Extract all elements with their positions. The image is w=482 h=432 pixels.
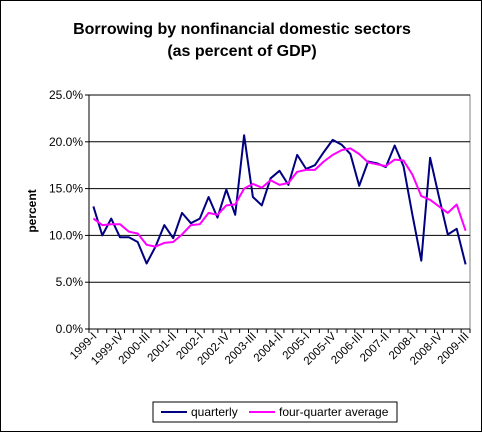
y-tick-labels: 0.0% 5.0% 10.0% 15.0% 20.0% 25.0% bbox=[49, 88, 83, 336]
series-line-four-quarter-average bbox=[92, 147, 467, 248]
legend: quarterly four-quarter average bbox=[152, 401, 398, 423]
plot-area bbox=[88, 94, 471, 330]
axes bbox=[88, 95, 471, 333]
y-axis-label: percent bbox=[25, 189, 39, 232]
x-tick-label-11: 2007-II bbox=[358, 331, 392, 365]
x-tick-label-7: 2004-II bbox=[252, 331, 286, 365]
chart-title-line-2: (as percent of GDP) bbox=[167, 43, 316, 60]
y-tick-label-2: 10.0% bbox=[49, 228, 83, 242]
chart-title-line-1: Borrowing by nonfinancial domestic secto… bbox=[73, 21, 411, 38]
legend-label-four-quarter-average: four-quarter average bbox=[279, 405, 389, 419]
y-tick-label-4: 20.0% bbox=[49, 135, 83, 149]
y-tick-label-3: 15.0% bbox=[49, 182, 83, 196]
gridlines bbox=[85, 94, 470, 330]
y-tick-label-5: 25.0% bbox=[49, 88, 83, 102]
legend-label-quarterly: quarterly bbox=[191, 405, 238, 419]
y-tick-label-0: 0.0% bbox=[56, 322, 84, 336]
x-tick-label-3: 2001-II bbox=[145, 331, 179, 365]
x-tick-labels: 1999-I1999-IV2000-III2001-II2002-I2002-I… bbox=[68, 330, 472, 367]
series-lines bbox=[92, 134, 467, 265]
y-tick-label-1: 5.0% bbox=[56, 275, 84, 289]
